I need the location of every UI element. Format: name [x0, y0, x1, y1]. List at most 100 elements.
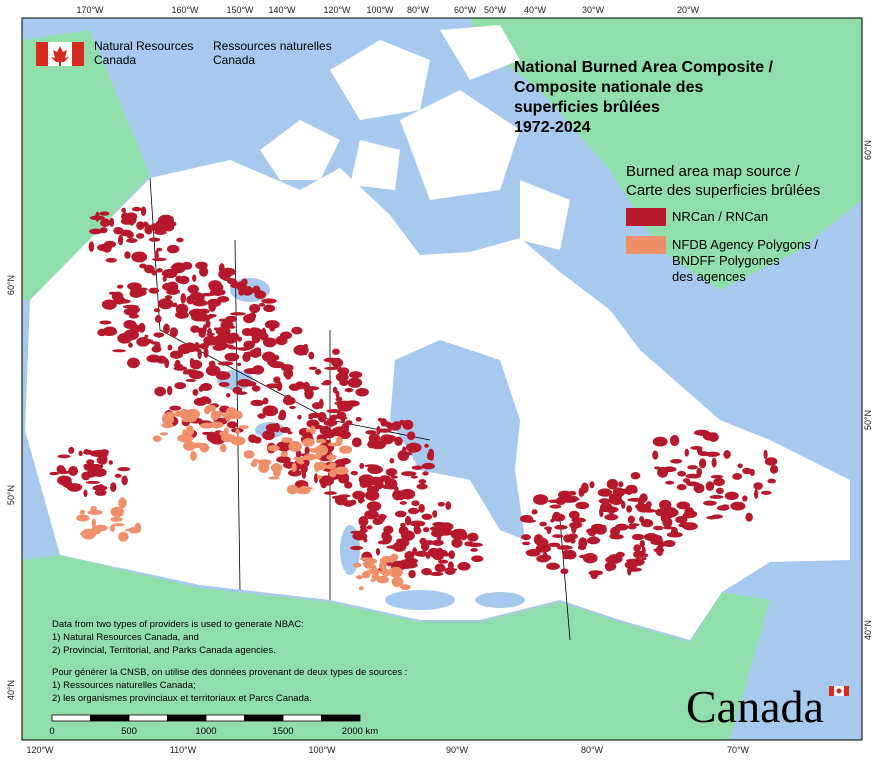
burn-patch	[131, 206, 142, 212]
burn-patch	[390, 475, 398, 479]
burn-patch	[760, 490, 772, 495]
note-line: 1) Ressources naturelles Canada;	[52, 680, 196, 691]
burn-patch	[76, 514, 90, 522]
burn-patch	[607, 554, 623, 564]
burn-patch	[89, 228, 103, 235]
burn-patch	[305, 428, 311, 433]
burn-patch	[157, 298, 174, 310]
burn-patch	[339, 379, 349, 387]
burn-patch	[128, 342, 133, 348]
legend-title: Carte des superficies brûlées	[626, 182, 820, 199]
burn-patch	[85, 480, 101, 484]
legend-label: des agences	[672, 269, 746, 284]
title-line: superficies brûlées	[514, 99, 660, 116]
burn-patch	[302, 381, 311, 392]
burn-patch	[763, 449, 768, 460]
burn-patch	[156, 333, 161, 339]
burn-patch	[374, 479, 384, 490]
burn-patch	[264, 319, 280, 330]
border	[559, 519, 571, 641]
burn-patch	[224, 352, 240, 362]
burn-patch	[400, 530, 415, 541]
note-line: 2) Provincial, Territorial, and Parks Ca…	[52, 645, 276, 656]
burn-patch	[409, 520, 426, 527]
title-line: Composite nationale des	[514, 79, 703, 96]
burn-patch	[347, 377, 363, 388]
burn-patch	[405, 442, 422, 453]
arctic-island	[520, 180, 570, 250]
burn-patch	[417, 527, 422, 534]
arctic-island	[330, 40, 430, 120]
burn-patch	[426, 451, 433, 461]
burn-patch	[171, 302, 178, 308]
lon-label: 90°W	[446, 745, 469, 755]
burn-patch	[421, 568, 432, 576]
burn-patch	[296, 487, 311, 495]
burn-patch	[424, 443, 429, 448]
burn-patch	[289, 405, 296, 410]
burn-patch	[653, 525, 664, 531]
burn-patch	[652, 450, 659, 460]
burn-patch	[121, 475, 128, 486]
scale-segment	[128, 714, 168, 722]
burn-patch	[447, 561, 454, 570]
burn-patch	[83, 489, 88, 498]
burn-patch	[182, 370, 188, 375]
burn-patch	[438, 559, 449, 564]
notes: Data from two types of providers is used…	[52, 619, 407, 704]
burn-patch	[578, 554, 591, 559]
burn-patch	[283, 368, 294, 379]
burn-patch	[586, 536, 601, 545]
burn-patch	[394, 436, 403, 446]
burn-patch	[123, 319, 137, 329]
burn-patch	[445, 501, 452, 510]
burn-patch	[350, 545, 363, 551]
map-layers	[22, 18, 862, 740]
burn-patch	[687, 465, 698, 470]
burn-patch	[666, 531, 683, 538]
burn-patch	[288, 440, 303, 452]
burn-patch	[364, 480, 373, 488]
burn-patch	[203, 335, 219, 346]
burn-patch	[185, 408, 201, 420]
burn-patch	[703, 500, 717, 506]
burn-patch	[764, 457, 778, 466]
burn-patch	[368, 558, 378, 564]
burn-patch	[597, 488, 613, 497]
burn-patch	[81, 471, 91, 481]
burn-patch	[767, 478, 776, 484]
arctic-island	[400, 90, 520, 200]
burn-patch	[314, 368, 322, 375]
burn-patch	[243, 450, 255, 459]
burn-patch	[188, 370, 204, 380]
burn-patch	[713, 477, 725, 487]
burn-patch	[222, 327, 227, 338]
burn-patch	[203, 347, 209, 359]
burn-patch	[650, 534, 663, 544]
burn-patch	[105, 257, 117, 263]
burn-patch	[606, 478, 619, 490]
burn-patch	[326, 408, 341, 414]
lon-label: 60°W	[454, 5, 477, 15]
burn-patch	[79, 509, 86, 515]
burn-patch	[318, 398, 324, 409]
burn-patch	[161, 422, 174, 429]
burn-patch	[323, 357, 339, 363]
burn-patch	[321, 435, 328, 440]
burn-patch	[628, 523, 640, 527]
burn-patch	[270, 463, 283, 473]
burn-patch	[627, 515, 635, 524]
burn-patch	[170, 264, 185, 270]
usa	[22, 555, 770, 740]
burn-patch	[470, 548, 478, 552]
lon-label: 120°W	[26, 745, 54, 755]
burn-patch	[208, 280, 222, 290]
legend: Burned area map source / Carte des superf…	[626, 163, 820, 284]
burn-patch	[59, 475, 67, 486]
burn-patch	[243, 340, 256, 350]
burn-patch	[366, 501, 382, 512]
burn-patch	[605, 563, 613, 572]
burn-patch	[93, 465, 102, 473]
burn-patch	[332, 348, 340, 355]
burn-patch	[304, 446, 310, 455]
